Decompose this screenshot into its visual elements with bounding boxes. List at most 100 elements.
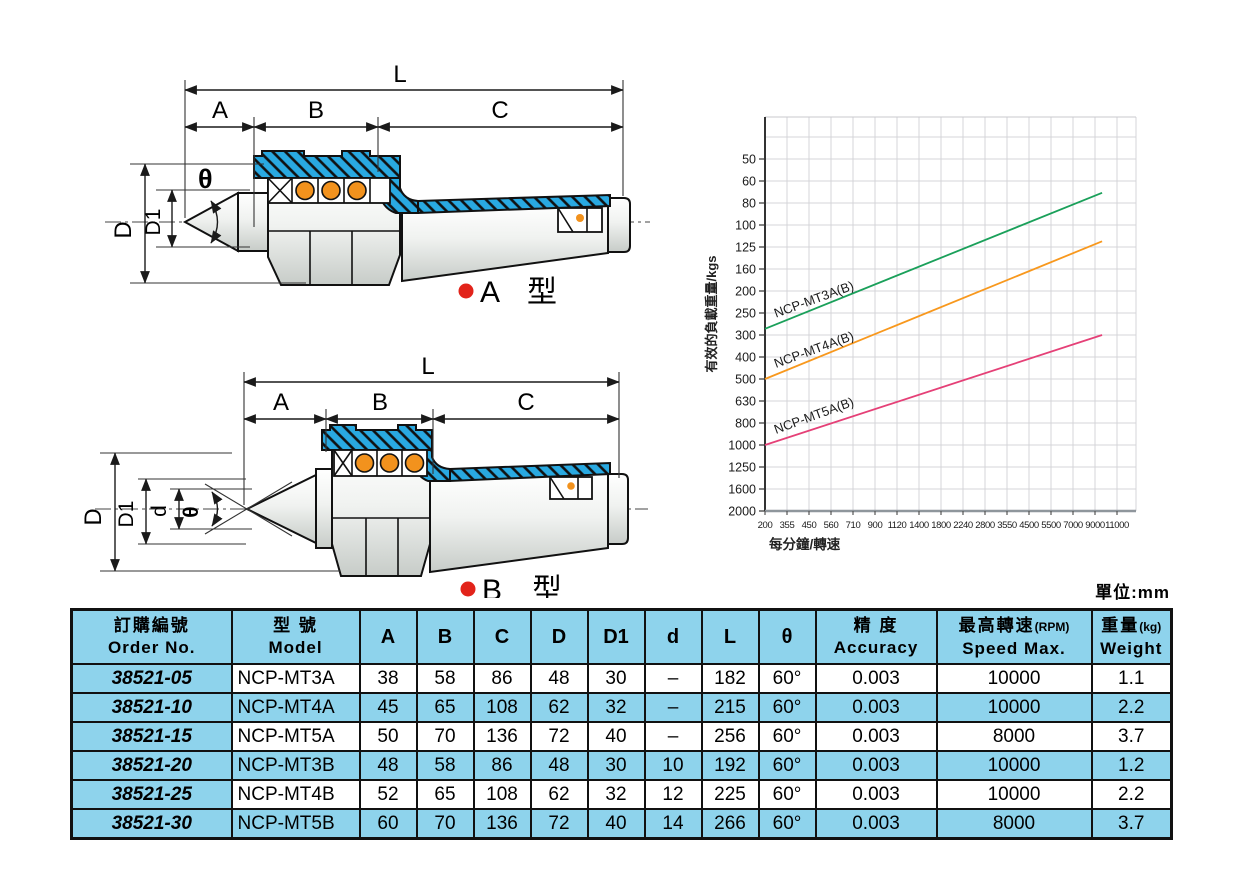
value-cell: 0.003 bbox=[814, 750, 938, 781]
value-cell: 8000 bbox=[935, 808, 1093, 840]
blue-cap-b bbox=[321, 424, 433, 451]
cone-neck-a bbox=[237, 192, 269, 252]
order-no-cell: 38521-05 bbox=[70, 663, 233, 694]
col-header: d bbox=[643, 608, 703, 665]
value-cell: 108 bbox=[472, 692, 532, 723]
value-cell: 60° bbox=[757, 750, 817, 781]
y-tick-label: 50 bbox=[742, 153, 756, 167]
x-tick-label: 1120 bbox=[888, 520, 907, 531]
value-cell: 136 bbox=[472, 721, 532, 752]
type-suffix-b: 型 bbox=[532, 574, 562, 598]
value-cell: 60° bbox=[757, 779, 817, 810]
col-header: A bbox=[358, 608, 418, 665]
dim-label-theta: θ bbox=[180, 506, 203, 517]
y-tick-label: 200 bbox=[735, 285, 756, 299]
shank-endcap-b bbox=[607, 473, 629, 545]
value-cell: 1.2 bbox=[1090, 750, 1173, 781]
x-tick-label: 9000 bbox=[1085, 520, 1105, 531]
col-header: 精 度 Accuracy bbox=[814, 608, 938, 665]
value-cell: 65 bbox=[415, 692, 475, 723]
y-tick-label: 2000 bbox=[728, 505, 756, 519]
value-cell: 62 bbox=[529, 692, 589, 723]
series-line bbox=[764, 334, 1103, 446]
value-cell: 215 bbox=[700, 692, 760, 723]
x-tick-label: 450 bbox=[802, 520, 817, 531]
value-cell: 0.003 bbox=[814, 692, 938, 723]
blue-strip-b bbox=[449, 461, 611, 483]
value-cell: 48 bbox=[529, 663, 589, 694]
seal-cross-b bbox=[333, 449, 353, 477]
col-header: L bbox=[700, 608, 760, 665]
value-cell: 0.003 bbox=[814, 779, 938, 810]
dim-label-A: A bbox=[273, 389, 289, 416]
cone-point-b bbox=[244, 473, 317, 545]
dim-label-B: B bbox=[372, 389, 388, 416]
type-letter-b: B bbox=[482, 574, 502, 598]
blue-strip-a bbox=[417, 193, 611, 215]
model-cell: NCP-MT5B bbox=[230, 808, 361, 840]
pin-dot-b bbox=[567, 482, 575, 490]
table-row: 38521-10 NCP-MT4A 45 65 108 62 32–215 60° 0.003 1… bbox=[70, 692, 1173, 723]
y-tick-label: 400 bbox=[735, 351, 756, 365]
load-speed-chart-frame: 50 60 80 100 125 160 200 250 300 400 500 630 800 1000… bbox=[703, 98, 1158, 558]
value-cell: 12 bbox=[643, 779, 703, 810]
x-tick-label: 7000 bbox=[1063, 520, 1083, 531]
x-tick-label: 355 bbox=[780, 520, 795, 531]
value-cell: 2.2 bbox=[1090, 779, 1173, 810]
dim-label-B: B bbox=[308, 97, 324, 124]
x-tick-label: 5500 bbox=[1041, 520, 1061, 531]
value-cell: 2.2 bbox=[1090, 692, 1173, 723]
value-cell: 86 bbox=[472, 663, 532, 694]
table-row: 38521-15 NCP-MT5A 50 70 136 72 40–256 60° 0.003 8… bbox=[70, 721, 1173, 752]
col-header: 最高轉速(RPM) Speed Max. bbox=[935, 608, 1093, 665]
order-no-cell: 38521-20 bbox=[70, 750, 233, 781]
value-cell: 14 bbox=[643, 808, 703, 840]
x-tick-label: 2240 bbox=[953, 520, 973, 531]
series-line bbox=[764, 191, 1103, 330]
value-cell: 48 bbox=[529, 750, 589, 781]
value-cell: 10000 bbox=[935, 750, 1093, 781]
y-tick-label: 300 bbox=[735, 329, 756, 343]
table-row: 38521-20 NCP-MT3B 48 58 86 48 30 10 192 60° 0.003 1… bbox=[70, 750, 1173, 781]
seal-cross-a bbox=[267, 177, 293, 204]
value-cell: 60° bbox=[757, 692, 817, 723]
type-letter-a: A bbox=[480, 276, 500, 309]
table-row: 38521-25 NCP-MT4B 52 65 108 62 32 12 225 60° 0.003… bbox=[70, 779, 1173, 810]
bearing-ball-b bbox=[379, 453, 400, 473]
type-dot-b bbox=[460, 581, 476, 597]
order-no-cell: 38521-15 bbox=[70, 721, 233, 752]
y-tick-label: 630 bbox=[735, 395, 756, 409]
x-tick-label: 200 bbox=[758, 520, 773, 531]
bearing-ball-b bbox=[354, 453, 375, 473]
model-cell: NCP-MT3A bbox=[230, 663, 361, 694]
col-header: C bbox=[472, 608, 532, 665]
drawing-b: L A B C D D1 d θ B 型 bbox=[80, 353, 648, 598]
x-tick-label: 3550 bbox=[997, 520, 1017, 531]
value-cell: 10000 bbox=[935, 663, 1093, 694]
value-cell: 50 bbox=[358, 721, 418, 752]
bearing-ball-a bbox=[347, 180, 367, 201]
dim-label-D1: D1 bbox=[115, 501, 138, 528]
value-cell: 60 bbox=[358, 808, 418, 840]
y-tick-label: 800 bbox=[735, 417, 756, 431]
value-cell: 32 bbox=[586, 692, 646, 723]
load-speed-chart: 50 60 80 100 125 160 200 250 300 400 500 630 800 1000… bbox=[704, 116, 1137, 552]
model-cell: NCP-MT4A bbox=[230, 692, 361, 723]
x-tick-label: 4500 bbox=[1019, 520, 1039, 531]
value-cell: 0.003 bbox=[814, 663, 938, 694]
value-cell: 266 bbox=[700, 808, 760, 840]
value-cell: 30 bbox=[586, 750, 646, 781]
col-header: 型 號 Model bbox=[230, 608, 361, 665]
value-cell: 108 bbox=[472, 779, 532, 810]
pin-dot-a bbox=[576, 214, 584, 222]
order-no-cell: 38521-30 bbox=[70, 808, 233, 840]
col-header: 訂購編號 Order No. bbox=[70, 608, 233, 665]
value-cell: 70 bbox=[415, 721, 475, 752]
value-cell: 30 bbox=[586, 663, 646, 694]
bearing-ball-a bbox=[321, 180, 341, 201]
dim-label-C: C bbox=[517, 389, 534, 416]
x-tick-label: 1800 bbox=[931, 520, 951, 531]
col-header: D1 bbox=[586, 608, 646, 665]
